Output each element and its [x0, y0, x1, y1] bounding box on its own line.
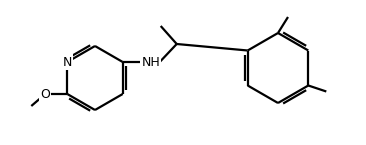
Text: O: O [40, 87, 50, 100]
Text: N: N [63, 56, 72, 68]
Text: NH: NH [141, 56, 160, 68]
